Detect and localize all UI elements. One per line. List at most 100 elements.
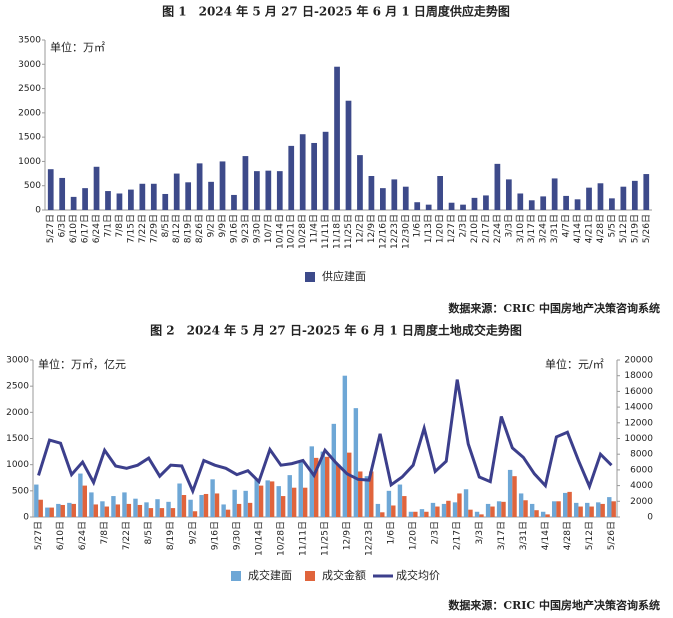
x-tick-label: 12/30日 — [400, 214, 411, 249]
bar — [529, 503, 535, 517]
bar — [116, 193, 123, 210]
x-tick-label: 1/6日 — [412, 214, 423, 238]
bar — [448, 202, 455, 210]
bar — [460, 204, 466, 210]
bar — [181, 495, 187, 517]
legend-label: 成交金额 — [322, 568, 366, 582]
bar — [236, 503, 242, 517]
x-tick-label: 4/14日 — [572, 214, 583, 243]
bar — [369, 471, 374, 517]
bar — [342, 375, 348, 517]
x-tick-label: 9/9日 — [217, 214, 228, 238]
y2-tick-label: 16000 — [624, 387, 653, 397]
x-tick-label: 6/17日 — [80, 214, 91, 243]
y2-tick-label: 10000 — [624, 434, 653, 444]
bar — [468, 509, 473, 517]
y-tick-label: 2500 — [18, 84, 41, 94]
y-tick-label: 1000 — [18, 157, 41, 167]
x-tick-label: 5/19日 — [629, 214, 640, 243]
bar — [334, 66, 340, 210]
legend-swatch — [305, 272, 315, 282]
bar — [425, 204, 432, 210]
bar — [528, 200, 535, 210]
bar — [471, 197, 478, 210]
x-tick-label: 1/27日 — [446, 214, 457, 243]
bar — [159, 508, 165, 517]
bar — [137, 504, 143, 517]
bar — [254, 171, 260, 210]
bar — [93, 166, 100, 210]
x-tick-label: 8/19日 — [165, 521, 176, 550]
bar — [501, 501, 506, 517]
bar — [219, 161, 226, 210]
bar — [563, 195, 569, 210]
bar — [391, 505, 396, 517]
bar — [242, 156, 249, 210]
y-axis-unit: 单位：万㎡ — [50, 40, 105, 54]
bar — [192, 511, 198, 517]
bar — [424, 511, 429, 517]
y-tick-label: 500 — [12, 486, 29, 496]
bar — [490, 506, 495, 517]
bar — [643, 174, 650, 210]
x-tick-label: 9/2日 — [187, 521, 198, 545]
bar — [368, 176, 375, 210]
x-tick-label: 11/25日 — [343, 214, 354, 249]
bar — [139, 183, 146, 210]
bar — [507, 469, 513, 517]
bar — [435, 506, 440, 517]
bar — [375, 503, 381, 517]
bar — [247, 502, 253, 517]
bar — [556, 501, 561, 517]
x-tick-label: 10/14日 — [274, 214, 285, 249]
bar — [276, 486, 281, 517]
bar — [67, 502, 72, 517]
bar — [177, 483, 182, 517]
bar — [47, 169, 54, 210]
bar — [111, 496, 116, 517]
bar — [463, 489, 469, 517]
y-tick-label: 3000 — [18, 60, 41, 70]
bar — [457, 493, 462, 517]
x-tick-label: 12/2日 — [354, 214, 365, 243]
x-tick-label: 7/8日 — [99, 521, 110, 545]
bar — [265, 480, 270, 517]
bar — [38, 499, 43, 517]
bar — [148, 508, 154, 517]
bar — [203, 493, 209, 517]
bar — [115, 504, 121, 517]
x-tick-label: 7/22日 — [137, 214, 148, 243]
bar — [105, 191, 111, 210]
bar — [208, 181, 214, 210]
x-tick-label: 8/5日 — [160, 214, 171, 238]
y2-tick-label: 8000 — [630, 450, 653, 460]
bar — [221, 504, 226, 517]
bar — [288, 145, 295, 210]
bar — [122, 492, 127, 517]
y2-tick-label: 4000 — [630, 481, 653, 491]
x-tick-label: 5/26日 — [641, 214, 652, 243]
y-tick-label: 1500 — [6, 434, 29, 444]
source: 数据来源：CRIC 中国房地产决策咨询系统 — [448, 301, 660, 315]
bar — [611, 501, 616, 517]
bar — [596, 502, 601, 517]
bar — [380, 512, 385, 517]
bar — [299, 134, 306, 210]
x-tick-label: 9/30日 — [251, 214, 262, 243]
bar — [162, 193, 169, 210]
bar — [225, 509, 231, 517]
x-tick-label: 3/3日 — [503, 214, 514, 238]
y-tick-label: 1000 — [6, 460, 29, 470]
bar — [631, 180, 638, 210]
x-tick-label: 5/12日 — [618, 214, 629, 243]
bar — [551, 178, 558, 210]
x-tick-label: 10/28日 — [297, 214, 308, 249]
source: 数据来源：CRIC 中国房地产决策咨询系统 — [448, 598, 660, 612]
x-tick-label: 12/23日 — [364, 521, 375, 556]
x-tick-label: 5/27日 — [45, 214, 56, 243]
x-tick-label: 3/10日 — [515, 214, 526, 243]
x-tick-label: 6/10日 — [55, 521, 66, 550]
legend-label: 供应建面 — [322, 269, 366, 283]
bar — [512, 476, 517, 517]
